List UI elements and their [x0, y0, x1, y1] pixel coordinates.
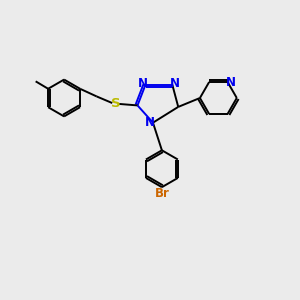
Text: N: N	[226, 76, 236, 88]
Text: N: N	[138, 77, 148, 90]
Text: N: N	[144, 116, 154, 129]
Text: N: N	[170, 77, 180, 90]
Text: S: S	[111, 98, 121, 110]
Text: Br: Br	[154, 187, 169, 200]
